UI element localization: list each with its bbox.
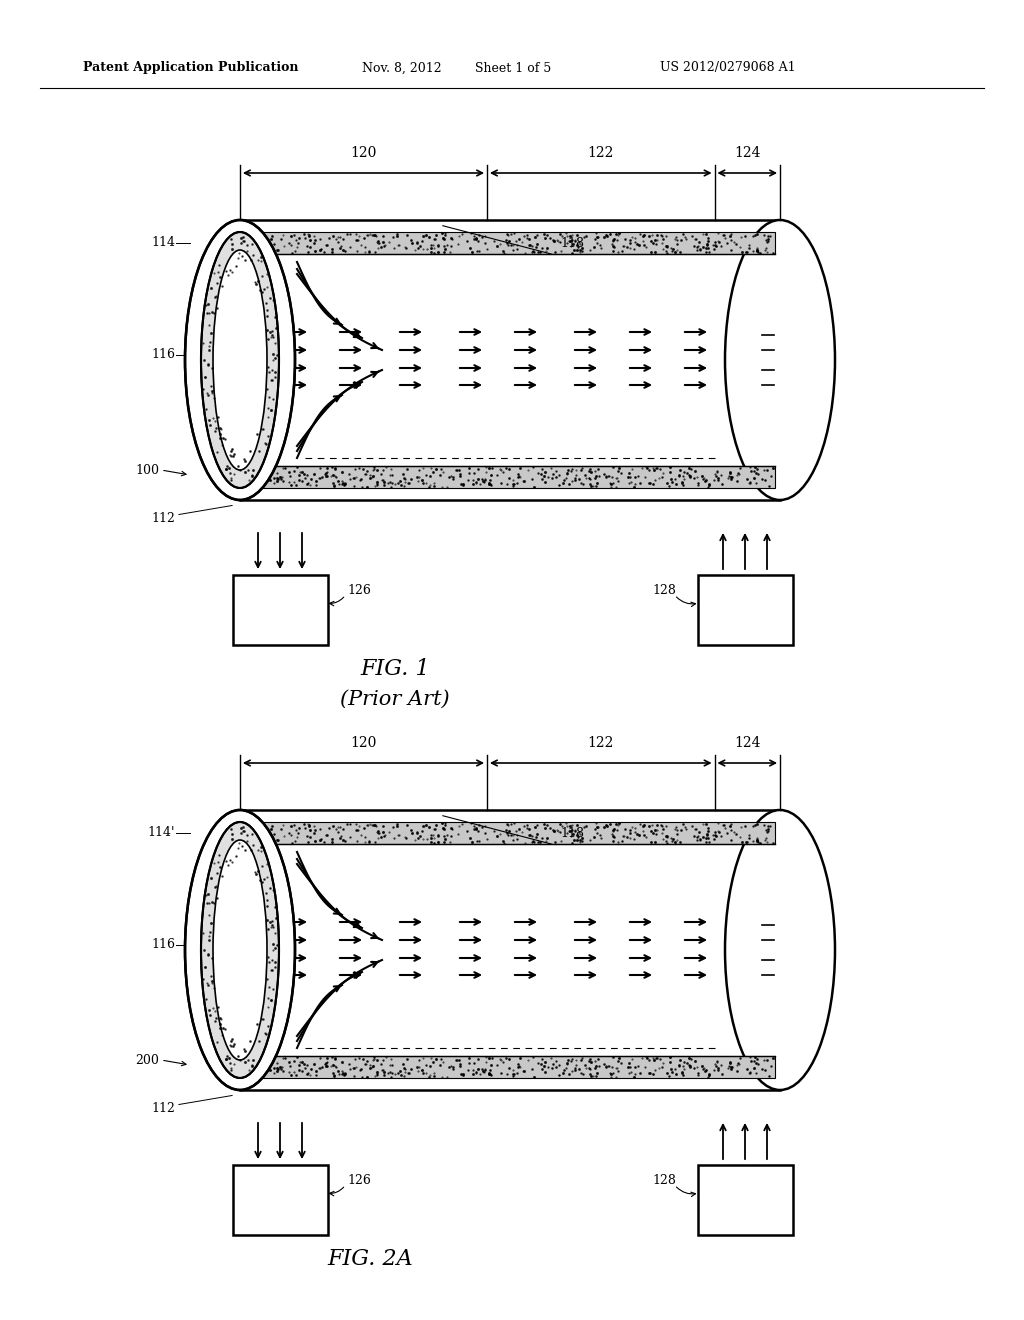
Text: 114': 114'	[147, 826, 175, 840]
Text: Sheet 1 of 5: Sheet 1 of 5	[475, 62, 551, 74]
Text: Nov. 8, 2012: Nov. 8, 2012	[362, 62, 441, 74]
Text: 112: 112	[152, 511, 175, 524]
Ellipse shape	[725, 810, 835, 1090]
Text: 122: 122	[588, 737, 614, 750]
Text: 122: 122	[588, 147, 614, 160]
Bar	[232, 576, 328, 645]
Text: SINK: SINK	[726, 615, 764, 627]
Text: (Prior Art): (Prior Art)	[340, 690, 450, 709]
Text: 116: 116	[151, 939, 175, 952]
Bar	[245, 1056, 775, 1078]
Bar	[240, 220, 780, 500]
Text: HEAT: HEAT	[260, 593, 300, 606]
Text: 112: 112	[152, 1101, 175, 1114]
Text: SOURCE: SOURCE	[250, 615, 310, 627]
Text: 118: 118	[560, 238, 584, 249]
Text: 100: 100	[135, 463, 159, 477]
Text: 124: 124	[734, 147, 761, 160]
Text: 120: 120	[350, 147, 377, 160]
Text: HEAT: HEAT	[725, 1183, 765, 1196]
Bar	[232, 1166, 328, 1236]
Text: 126: 126	[347, 583, 372, 597]
Text: HEAT: HEAT	[725, 593, 765, 606]
Bar	[240, 810, 780, 1090]
Text: Patent Application Publication: Patent Application Publication	[83, 62, 299, 74]
Ellipse shape	[185, 810, 295, 1090]
Bar	[697, 1166, 793, 1236]
Text: 128: 128	[652, 583, 677, 597]
Ellipse shape	[213, 840, 267, 1060]
Text: 128: 128	[652, 1173, 677, 1187]
Text: 118: 118	[560, 828, 584, 840]
Bar	[245, 466, 775, 488]
Text: 114: 114	[151, 236, 175, 249]
Text: FIG. 1: FIG. 1	[360, 657, 430, 680]
Ellipse shape	[201, 232, 279, 488]
Ellipse shape	[201, 822, 279, 1078]
Text: 200: 200	[135, 1053, 159, 1067]
Text: US 2012/0279068 A1: US 2012/0279068 A1	[660, 62, 796, 74]
Ellipse shape	[185, 220, 295, 500]
Bar	[245, 232, 775, 253]
Bar	[697, 576, 793, 645]
Ellipse shape	[725, 220, 835, 500]
Text: HEAT: HEAT	[260, 1183, 300, 1196]
Ellipse shape	[213, 249, 267, 470]
Text: SINK: SINK	[726, 1204, 764, 1217]
Text: 124: 124	[734, 737, 761, 750]
Text: 116: 116	[151, 348, 175, 362]
Bar	[245, 822, 775, 843]
Text: 120: 120	[350, 737, 377, 750]
Text: 126: 126	[347, 1173, 372, 1187]
Text: FIG. 2A: FIG. 2A	[327, 1247, 413, 1270]
Text: SOURCE: SOURCE	[250, 1204, 310, 1217]
